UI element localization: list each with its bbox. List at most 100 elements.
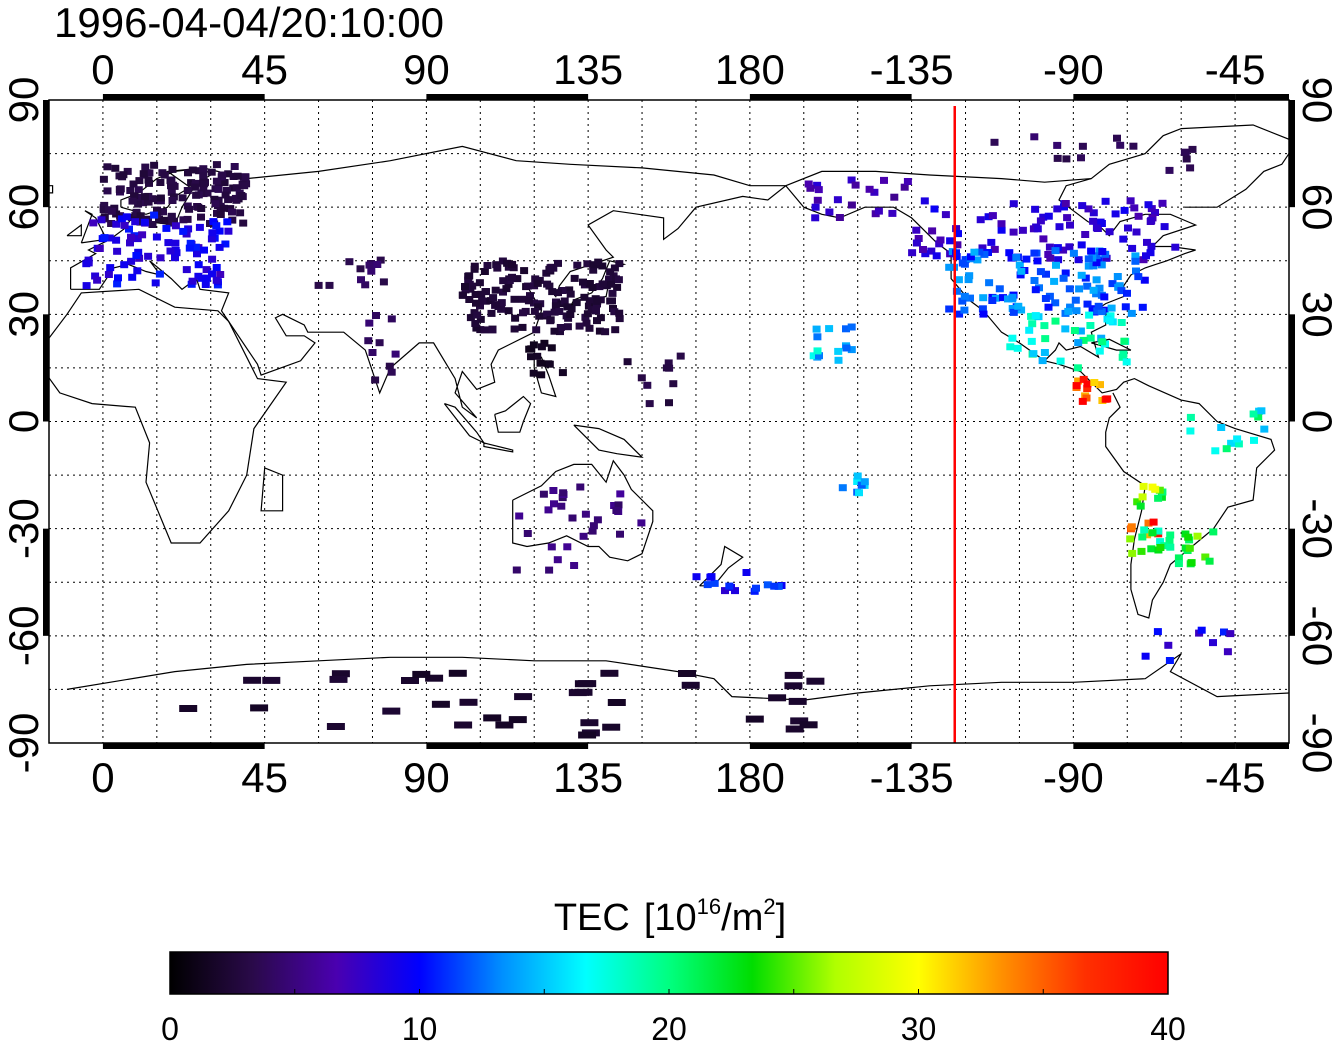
- frame-bar-bottom: [1235, 743, 1289, 749]
- tec-cell: [1039, 213, 1048, 221]
- tec-cell: [811, 203, 820, 211]
- tec-cell: [966, 294, 974, 302]
- tec-cell: [1128, 244, 1137, 252]
- tec-cell: [529, 341, 538, 349]
- tec-cell: [454, 721, 473, 729]
- tec-cell: [243, 676, 262, 684]
- tec-cell: [1131, 257, 1140, 265]
- tec-cell: [1046, 254, 1055, 262]
- tec-cell: [431, 700, 450, 708]
- tec-cell: [216, 211, 225, 218]
- tec-cell: [240, 173, 248, 181]
- tec-cell: [1217, 424, 1226, 431]
- tec-cell: [385, 362, 394, 370]
- tec-cell: [104, 271, 113, 278]
- tec-cell: [122, 213, 131, 221]
- tec-cell: [190, 183, 199, 191]
- tec-cell: [556, 324, 565, 331]
- tec-cell: [865, 185, 874, 193]
- tec-cell: [111, 164, 120, 172]
- tec-cell: [970, 248, 979, 256]
- tec-cell: [192, 191, 201, 199]
- tec-cell: [1165, 657, 1174, 664]
- tec-cell: [365, 261, 374, 269]
- colorbar-tick-label: 20: [651, 1011, 687, 1042]
- map-frame: [43, 94, 1295, 749]
- tec-cell: [550, 327, 559, 335]
- tec-cell: [219, 204, 228, 212]
- tec-cell: [598, 280, 607, 288]
- tec-cell: [134, 186, 143, 194]
- tec-cell: [583, 260, 592, 268]
- tec-cell: [139, 170, 148, 178]
- tec-cell: [518, 295, 527, 303]
- tec-cell: [556, 328, 564, 336]
- frame-bar-bottom: [1073, 743, 1236, 749]
- tec-cell: [834, 347, 843, 355]
- tec-cell: [1081, 274, 1090, 282]
- frame-bar-top: [1235, 94, 1289, 100]
- tec-cell: [498, 257, 507, 265]
- tec-cell: [995, 285, 1004, 293]
- tec-cell: [1139, 256, 1148, 264]
- tec-cell: [1081, 231, 1090, 238]
- tec-cell: [1105, 228, 1114, 236]
- tec-cell: [1123, 289, 1131, 297]
- tec-cell: [1148, 483, 1157, 491]
- right-lat-labels: 90 60 30 0 -30 -60 -90: [1294, 77, 1340, 774]
- tec-cell: [131, 218, 140, 226]
- tec-cell: [379, 278, 388, 286]
- tec-cell: [555, 308, 564, 315]
- tec-cell: [543, 310, 552, 318]
- colorbar-tick-label: 0: [161, 1011, 179, 1042]
- tec-cell: [615, 309, 624, 317]
- left-lat-label: -60: [0, 605, 47, 666]
- tec-cell: [563, 543, 572, 551]
- tec-cell: [508, 260, 517, 268]
- tec-cell: [1083, 300, 1092, 308]
- tec-cell: [483, 714, 502, 722]
- tec-cell: [140, 193, 149, 201]
- tec-cell: [240, 182, 249, 190]
- tec-cell: [1033, 257, 1042, 265]
- frame-bar-top: [1073, 94, 1236, 100]
- tec-cell: [1143, 238, 1151, 246]
- tec-cell: [487, 309, 496, 317]
- tec-cell: [1220, 628, 1228, 636]
- tec-cell: [579, 278, 587, 286]
- tec-cell: [1254, 413, 1263, 421]
- tec-cell: [112, 236, 121, 244]
- tec-cell: [524, 297, 533, 305]
- tec-cell: [208, 270, 216, 278]
- tec-cell: [548, 288, 557, 296]
- tec-cell: [1185, 544, 1194, 552]
- tec-cell: [511, 314, 520, 322]
- tec-cell: [375, 339, 384, 347]
- tec-cell: [222, 186, 231, 194]
- tec-cell: [1155, 486, 1164, 494]
- tec-cell: [472, 299, 480, 307]
- tec-cell: [193, 250, 201, 258]
- tec-cell: [975, 248, 984, 256]
- tec-cell: [372, 312, 380, 319]
- frame-bar-bottom: [426, 743, 589, 749]
- tec-cell: [1097, 261, 1106, 269]
- tec-cell: [168, 197, 177, 204]
- tec-cell: [188, 166, 197, 174]
- tec-cell: [1107, 304, 1116, 312]
- tec-cell: [985, 279, 994, 287]
- tec-cell: [1064, 307, 1073, 315]
- tec-cell: [1142, 252, 1150, 260]
- tec-cell: [1065, 243, 1074, 251]
- tec-cell: [172, 249, 181, 257]
- tec-cell: [573, 261, 582, 269]
- tec-cell: [112, 220, 121, 228]
- tec-cell: [566, 311, 575, 318]
- coastline-path: [483, 442, 514, 453]
- tec-cell: [1090, 379, 1099, 386]
- tec-cell: [1117, 287, 1126, 295]
- tec-cell: [1074, 339, 1083, 347]
- tec-cell: [493, 264, 502, 272]
- tec-cell: [228, 208, 236, 216]
- tec-cell: [207, 168, 216, 176]
